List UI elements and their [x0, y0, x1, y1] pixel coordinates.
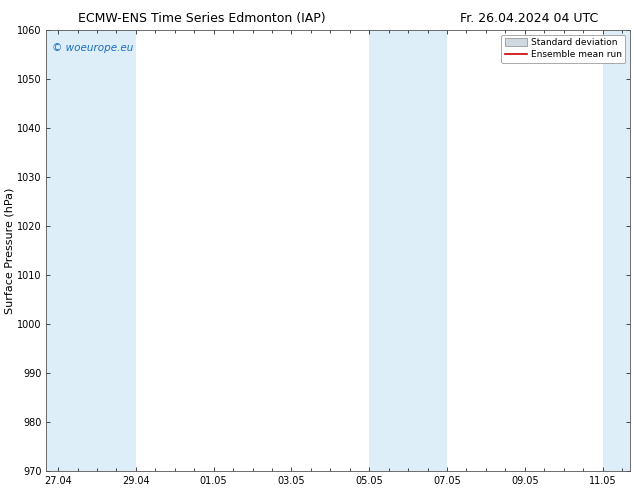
Bar — [602, 30, 630, 471]
Legend: Standard deviation, Ensemble mean run: Standard deviation, Ensemble mean run — [501, 35, 625, 63]
Bar — [369, 30, 447, 471]
Y-axis label: Surface Pressure (hPa): Surface Pressure (hPa) — [4, 187, 14, 314]
Text: ECMW-ENS Time Series Edmonton (IAP): ECMW-ENS Time Series Edmonton (IAP) — [78, 12, 326, 25]
Text: Fr. 26.04.2024 04 UTC: Fr. 26.04.2024 04 UTC — [460, 12, 598, 25]
Bar — [46, 30, 136, 471]
Text: © woeurope.eu: © woeurope.eu — [52, 44, 134, 53]
